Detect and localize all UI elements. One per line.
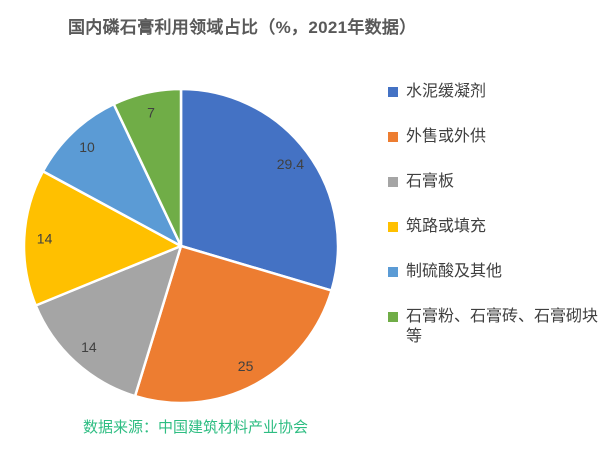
legend-label: 外售或外供 (406, 128, 487, 145)
pie-data-label-2: 14 (81, 339, 97, 355)
legend-item-sulfuric-acid: 制硫酸及其他 (388, 262, 502, 282)
pie-slice-3 (22, 170, 183, 307)
legend-item-gypsum-products: 石膏粉、石膏砖、石膏砌块等 (388, 307, 600, 347)
pie-data-label-0: 29.4 (277, 156, 304, 172)
legend-label: 制硫酸及其他 (406, 263, 503, 280)
legend-label: 石膏板 (406, 173, 455, 190)
legend-marker-icon (388, 312, 398, 322)
pie-slice-1 (133, 244, 333, 405)
legend-marker-icon (388, 222, 398, 232)
pie-slice-0 (179, 87, 340, 292)
pie-data-label-3: 14 (37, 231, 53, 247)
legend-item-gypsum-board: 石膏板 (388, 172, 454, 192)
legend-marker-icon (388, 132, 398, 142)
legend-label: 筑路或填充 (406, 218, 487, 235)
legend-item-road-fill: 筑路或填充 (388, 217, 486, 237)
legend-item-cement-retarder: 水泥缓凝剂 (388, 82, 486, 102)
legend-marker-icon (388, 87, 398, 97)
pie-slice-2 (34, 244, 183, 398)
pie-chart: 29.4 25 14 14 10 7 (22, 87, 340, 405)
pie-slice-4 (41, 102, 183, 248)
legend-label: 石膏粉、石膏砖、石膏砌块等 (406, 308, 599, 345)
legend-label: 水泥缓凝剂 (406, 83, 487, 100)
source-note: 数据来源：中国建筑材料产业协会 (83, 419, 309, 436)
legend-item-external-sale: 外售或外供 (388, 127, 486, 147)
pie-data-label-4: 10 (79, 139, 95, 155)
pie-data-label-5: 7 (147, 105, 155, 121)
legend-marker-icon (388, 177, 398, 187)
pie-slice-5 (112, 87, 183, 248)
pie-data-label-1: 25 (238, 358, 254, 374)
legend-marker-icon (388, 267, 398, 277)
chart-title: 国内磷石膏利用领域占比（%，2021年数据） (68, 18, 417, 37)
